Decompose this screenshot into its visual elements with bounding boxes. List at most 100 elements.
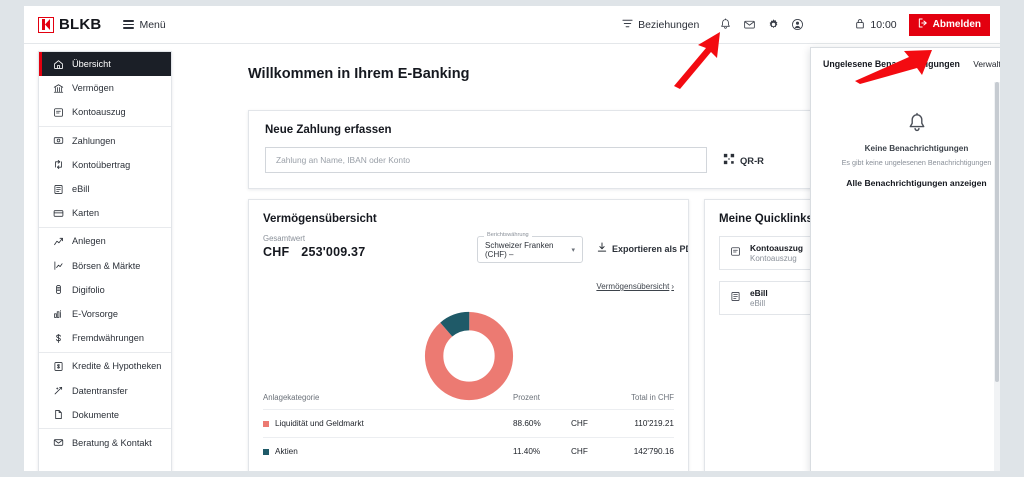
sidebar-item-label: Kontoauszug — [72, 107, 126, 118]
quicklink-subtitle: eBill — [750, 299, 766, 308]
sidebar-divider — [39, 428, 171, 430]
sidebar-item-anlegen[interactable]: Anlegen — [39, 229, 171, 253]
notifications-empty-state: Keine Benachrichtigungen Es gibt keine u… — [823, 111, 1000, 188]
sidebar-item-label: Zahlungen — [72, 135, 116, 146]
sidebar-item-fremdw-hrungen[interactable]: Fremdwährungen — [39, 326, 171, 350]
table-row[interactable]: Liquidität und Geldmarkt 88.60% CHF 110'219… — [263, 409, 674, 437]
sidebar-item-e-vorsorge[interactable]: E-Vorsorge — [39, 302, 171, 326]
datatransfer-icon — [52, 385, 64, 396]
sidebar-item-karten[interactable]: Karten — [39, 201, 171, 225]
cell-currency: CHF — [571, 447, 588, 456]
mail-icon[interactable] — [737, 13, 761, 37]
category-color-swatch — [263, 448, 269, 455]
sidebar-item-label: eBill — [72, 184, 90, 195]
sidebar-item-digifolio[interactable]: Digifolio — [39, 278, 171, 302]
menu-button[interactable]: Menü — [123, 19, 166, 31]
page-title: Willkommen in Ihrem E-Banking — [248, 66, 470, 82]
sidebar-item-kredite-hypotheken[interactable]: Kredite & Hypotheken — [39, 354, 171, 378]
table-header-row: Anlagekategorie Prozent Total in CHF — [263, 393, 674, 409]
assets-detail-link[interactable]: Vermögensübersicht › — [596, 282, 674, 291]
sidebar-item-ebill[interactable]: eBill — [39, 177, 171, 201]
statement-icon — [730, 244, 741, 262]
show-all-notifications-button[interactable]: Alle Benachrichtigungen anzeigen — [846, 178, 987, 188]
sidebar-item-zahlungen[interactable]: Zahlungen — [39, 129, 171, 153]
currency-icon — [52, 333, 64, 344]
payment-recipient-input[interactable]: Zahlung an Name, IBAN oder Konto — [265, 147, 707, 173]
ebill-icon — [52, 184, 64, 195]
total-label: Gesamtwert — [263, 234, 306, 243]
digifolio-icon — [52, 284, 64, 295]
gear-icon[interactable] — [761, 13, 785, 37]
column-header-percent: Prozent — [513, 393, 540, 402]
scrollbar-thumb[interactable] — [995, 82, 999, 382]
session-time: 10:00 — [870, 18, 897, 31]
assets-overview-card: Vermögensübersicht Gesamtwert CHF 253'009… — [248, 199, 689, 471]
transfer-icon — [52, 159, 64, 170]
sidebar-item-label: Börsen & Märkte — [72, 260, 141, 271]
session-timer: 10:00 — [855, 18, 897, 32]
empty-title: Keine Benachrichtigungen — [864, 144, 969, 153]
blkb-logo-icon — [38, 16, 54, 33]
sidebar-item-label: Digifolio — [72, 284, 105, 295]
sidebar-item-b-rsen-m-rkte[interactable]: Börsen & Märkte — [39, 254, 171, 278]
notifications-title: Ungelesene Benachrichtigungen — [823, 59, 960, 69]
category-label: Aktien — [275, 447, 298, 456]
relations-label: Beziehungen — [638, 18, 700, 31]
pension-icon — [52, 308, 64, 319]
sidebar-item-konto-bertrag[interactable]: Kontoübertrag — [39, 153, 171, 177]
category-color-swatch — [263, 420, 269, 427]
sidebar-item-label: Anlegen — [72, 236, 106, 247]
reporting-currency-select[interactable]: Berichtswährung Schweizer Franken (CHF) … — [477, 232, 583, 263]
sidebar-item-bersicht[interactable]: Übersicht — [39, 52, 171, 77]
relations-button[interactable]: Beziehungen — [622, 18, 699, 32]
credit-icon — [52, 361, 64, 372]
sidebar-item-verm-gen[interactable]: Vermögen — [39, 76, 171, 100]
logout-button[interactable]: Abmelden — [908, 13, 990, 36]
sidebar-nav: Übersicht Vermögen Kontoauszug Zahlungen Kon… — [38, 51, 172, 471]
invest-icon — [52, 236, 64, 247]
new-payment-card: Neue Zahlung erfassen Zahlung an Name, I… — [248, 110, 908, 189]
sidebar-divider — [39, 126, 171, 128]
table-row[interactable]: Aktien 11.40% CHF 142'790.16 — [263, 437, 674, 465]
qr-reader-label: QR-R — [740, 154, 764, 166]
sidebar-item-label: Beratung & Kontakt — [72, 437, 152, 448]
quicklink-title: Kontoauszug — [750, 243, 804, 253]
top-bar-actions: Beziehungen 10:00 — [622, 6, 1000, 43]
empty-bell-icon — [823, 111, 1000, 135]
sidebar-item-label: Vermögen — [72, 83, 114, 94]
column-header-total: Total in CHF — [631, 393, 674, 402]
sidebar-divider — [39, 351, 171, 353]
quicklink-text: eBill eBill — [750, 288, 768, 308]
qr-reader-button[interactable]: QR-R — [723, 153, 764, 167]
statement-icon — [52, 107, 64, 118]
export-pdf-label: Exportieren als PDF — [612, 243, 689, 254]
home-icon — [52, 59, 64, 70]
sidebar-item-datentransfer[interactable]: Datentransfer — [39, 378, 171, 402]
manage-link[interactable]: Verwalten — [973, 59, 1000, 69]
asset-allocation-donut-chart — [249, 310, 688, 402]
export-pdf-button[interactable]: Exportieren als PDF — [597, 242, 689, 255]
account-icon[interactable] — [785, 13, 809, 37]
bell-icon[interactable] — [713, 13, 737, 37]
vertical-scrollbar[interactable] — [994, 82, 1000, 471]
total-amount: 253'009.37 — [301, 245, 366, 259]
total-currency: CHF — [263, 245, 290, 259]
asset-allocation-table: Anlagekategorie Prozent Total in CHF Liq… — [263, 393, 674, 465]
sidebar-item-label: Karten — [72, 208, 100, 219]
table-body: Liquidität und Geldmarkt 88.60% CHF 110'219… — [263, 409, 674, 465]
sidebar-item-kontoauszug[interactable]: Kontoauszug — [39, 100, 171, 124]
column-header-blank — [571, 393, 629, 402]
filter-icon — [622, 18, 633, 32]
sidebar-item-label: Dokumente — [72, 409, 119, 420]
brand-logo[interactable]: BLKB — [38, 16, 101, 33]
sidebar-item-beratung-kontakt[interactable]: Beratung & Kontakt — [39, 431, 171, 455]
sidebar-item-label: E-Vorsorge — [72, 308, 118, 319]
cell-total: 142'790.16 — [633, 447, 674, 456]
app-window: BLKB Menü Beziehungen — [24, 6, 1000, 471]
lock-icon — [855, 18, 865, 32]
top-bar: BLKB Menü Beziehungen — [24, 6, 1000, 44]
donut-svg — [424, 311, 513, 401]
sidebar-item-dokumente[interactable]: Dokumente — [39, 403, 171, 427]
chart-icon — [52, 260, 64, 271]
reporting-currency-legend: Berichtswährung — [484, 232, 532, 238]
